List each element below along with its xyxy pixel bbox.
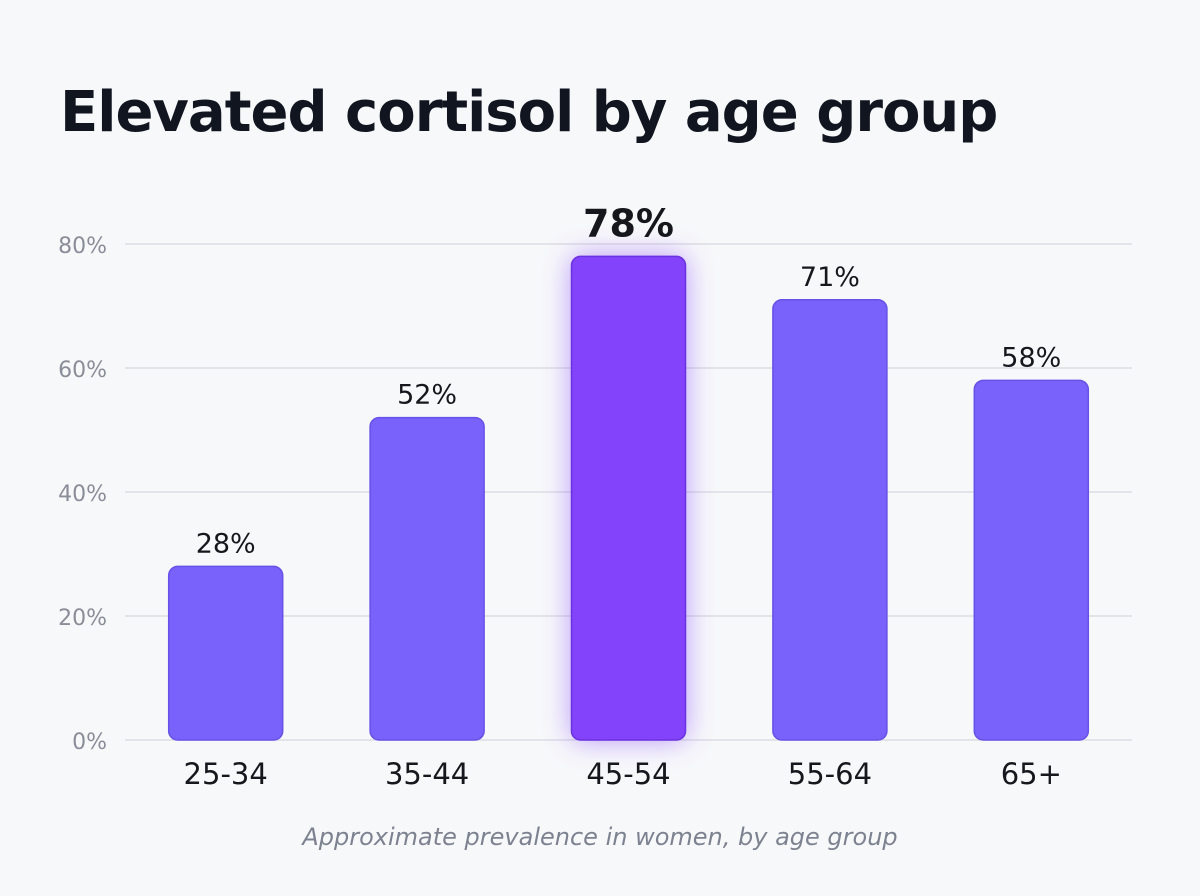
y-tick-label: 0% [72,730,107,755]
x-tick-label: 65+ [1001,757,1062,791]
chart-title: Elevated cortisol by age group [60,80,998,145]
y-tick-label: 20% [58,606,107,631]
x-tick-label: 55-64 [788,757,872,791]
bar-55-64 [772,299,888,741]
y-tick-label: 40% [58,482,107,507]
value-label: 52% [397,380,457,411]
bars [167,255,1090,741]
y-axis-ticks: 0% 20% 40% 60% 80% [58,234,107,755]
x-tick-label: 25-34 [184,757,268,791]
chart-caption: Approximate prevalence in women, by age … [302,823,898,851]
bar-25-34 [167,565,284,741]
bar-35-44 [369,416,485,741]
bar-45-54 [570,255,687,741]
x-tick-label: 35-44 [385,757,469,791]
value-label: 28% [196,528,256,559]
value-label: 71% [800,262,860,293]
value-labels: 28% 52% 78% 71% 58% [196,201,1062,559]
value-label: 78% [583,201,674,245]
value-label: 58% [1001,342,1061,373]
bar-65+ [973,379,1090,741]
y-tick-label: 60% [58,358,107,383]
y-tick-label: 80% [58,234,107,259]
x-tick-label: 45-54 [586,757,670,791]
x-axis-ticks: 25-34 35-44 45-54 55-64 65+ [184,757,1062,791]
